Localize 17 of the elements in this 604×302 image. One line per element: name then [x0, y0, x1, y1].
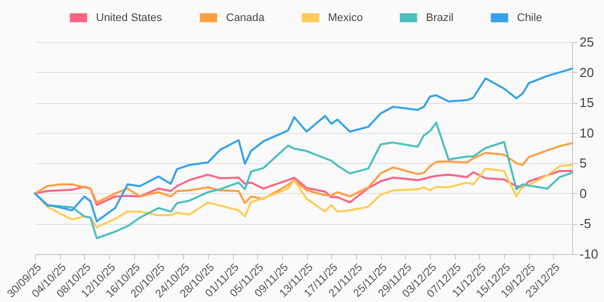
y-tick-label: -5 [580, 216, 592, 232]
legend-label: Brazil [426, 12, 454, 24]
y-tick-label: 10 [580, 125, 594, 140]
legend-label: Canada [226, 12, 266, 24]
y-tick-label: -10 [580, 246, 598, 262]
legend-label: United States [96, 12, 163, 24]
y-tick-label: 25 [580, 34, 594, 50]
line-series [34, 142, 573, 204]
line-series [34, 170, 573, 206]
y-tick-label: 20 [580, 64, 594, 80]
line-series [34, 68, 573, 222]
y-tick-label: 15 [580, 95, 594, 110]
legend-label: Mexico [328, 12, 363, 24]
y-tick-label: 0 [580, 186, 587, 201]
line-series [34, 164, 573, 228]
legend-label: Chile [517, 12, 542, 24]
y-tick-label: 5 [580, 156, 587, 171]
